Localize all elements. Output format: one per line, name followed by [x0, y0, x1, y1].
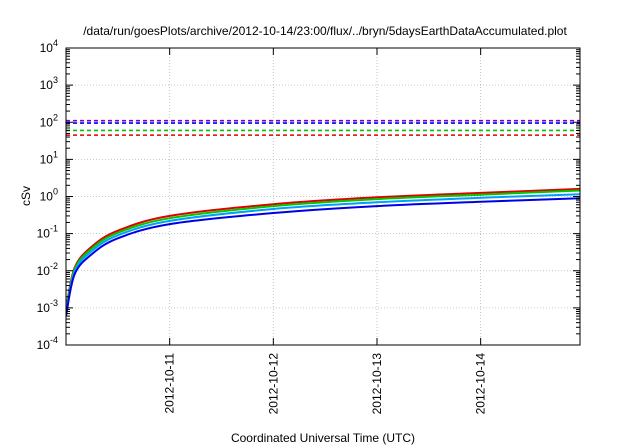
y-tick-label: 100	[40, 187, 58, 204]
chart-title: /data/run/goesPlots/archive/2012-10-14/2…	[83, 24, 567, 38]
y-tick-label: 10-4	[37, 335, 58, 352]
x-tick-label: 2012-10-12	[266, 353, 280, 415]
series-line	[66, 193, 580, 314]
y-tick-label: 10-2	[37, 261, 58, 278]
series-group	[66, 187, 580, 317]
y-tick-label: 101	[40, 149, 58, 166]
y-tick-label: 102	[40, 112, 58, 129]
series-line	[66, 189, 580, 312]
y-tick-label: 103	[40, 75, 58, 92]
x-axis: 2012-10-11 2012-10-12 2012-10-13 2012-10-14	[163, 48, 488, 414]
y-axis: 10-4 10-3 10-2 10-1 100 101 102 103 104	[37, 38, 580, 352]
x-tick-label: 2012-10-11	[163, 353, 177, 414]
series-line	[66, 197, 580, 317]
y-axis-label: cSv	[19, 186, 33, 206]
x-tick-label: 2012-10-14	[474, 353, 488, 415]
y-tick-label: 104	[40, 38, 58, 55]
x-tick-label: 2012-10-13	[370, 353, 384, 415]
series-line	[66, 187, 580, 310]
y-tick-label: 10-3	[37, 298, 58, 315]
reference-lines	[66, 119, 580, 136]
y-tick-label: 10-1	[37, 224, 58, 241]
x-axis-label: Coordinated Universal Time (UTC)	[231, 431, 415, 445]
